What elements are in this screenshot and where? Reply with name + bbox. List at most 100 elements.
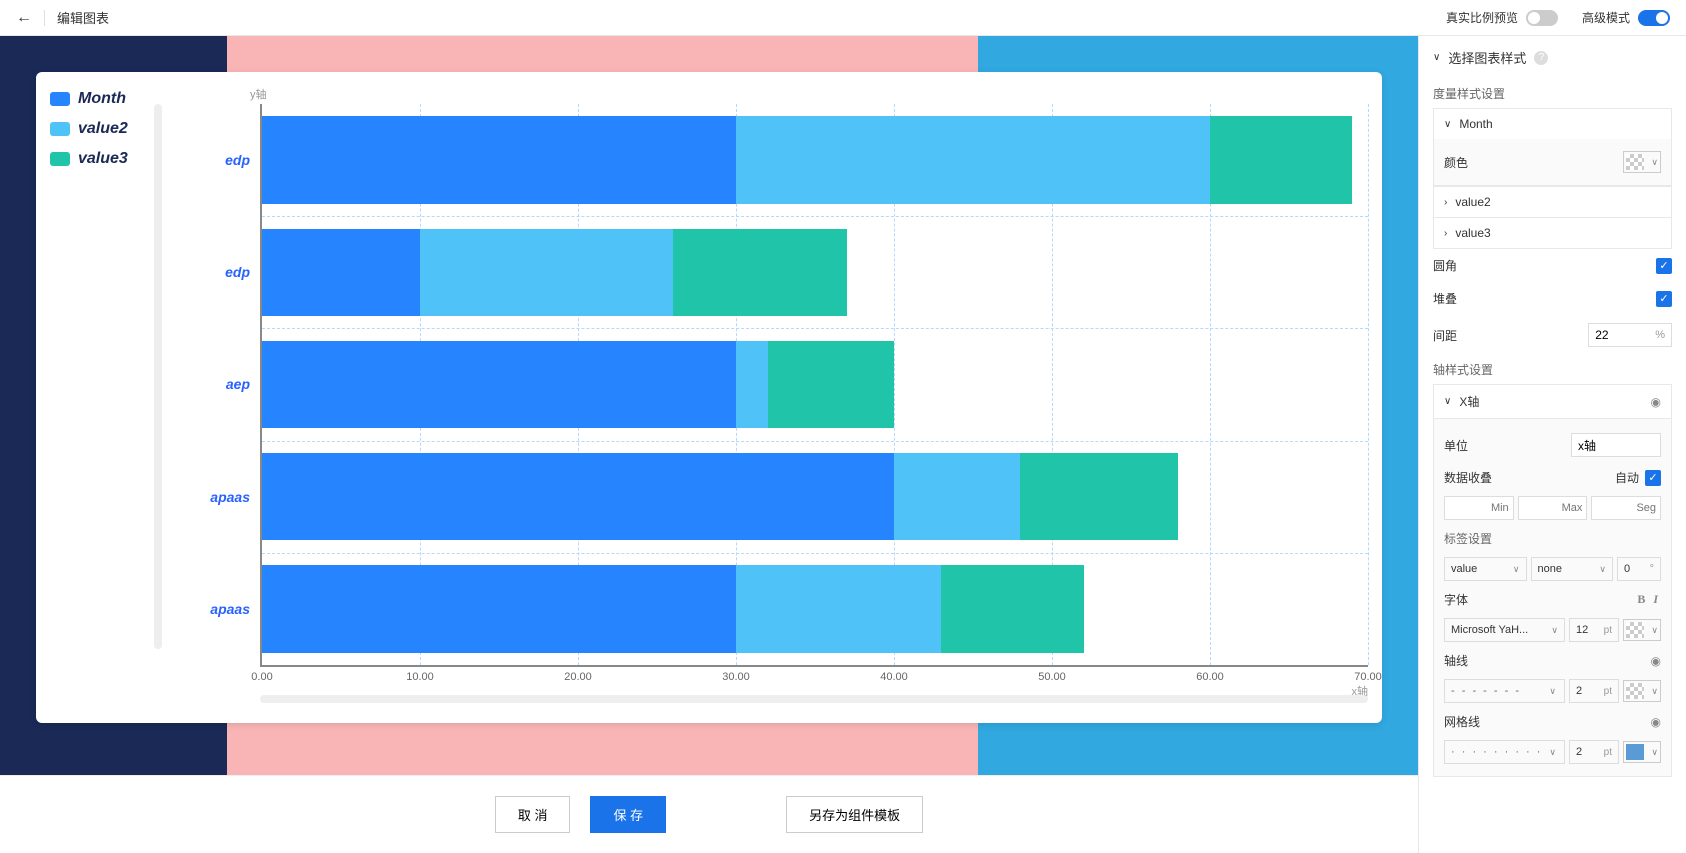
eye-icon[interactable]: ◉ [1651, 654, 1661, 668]
italic-button[interactable]: I [1650, 592, 1661, 607]
bar-segment[interactable] [673, 229, 847, 317]
bar-segment[interactable] [736, 116, 1210, 204]
bar-segment[interactable] [420, 229, 673, 317]
bar-segment[interactable] [736, 341, 768, 429]
grid-line-width-input[interactable]: 2pt [1569, 740, 1619, 764]
font-label: 字体 [1444, 591, 1468, 608]
font-color-picker[interactable]: ∨ [1623, 619, 1661, 641]
save-as-template-button[interactable]: 另存为组件模板 [786, 796, 923, 833]
legend-label: Month [78, 90, 126, 108]
measure-style-label: 度量样式设置 [1419, 79, 1686, 108]
bar-label: edp [225, 152, 250, 168]
save-button[interactable]: 保 存 [590, 796, 666, 833]
gap-input-group: % [1588, 323, 1672, 347]
eye-icon[interactable]: ◉ [1651, 395, 1661, 409]
bar-row: aep [262, 341, 1368, 429]
min-input[interactable] [1444, 496, 1514, 520]
rounded-label: 圆角 [1433, 257, 1457, 274]
gap-row: 间距 % [1419, 315, 1686, 355]
legend-label: value3 [78, 150, 128, 168]
vertical-scrollbar[interactable] [154, 104, 162, 649]
axis-line-selects: - - - - - - -∨ 2pt ∨ [1434, 675, 1671, 707]
main: Month value2 value3 y轴 0.0010.0020.0030.00… [0, 36, 1686, 853]
axis-line-color-picker[interactable]: ∨ [1623, 680, 1661, 702]
tag-select-1[interactable]: value∨ [1444, 557, 1527, 581]
chevron-down-icon: ∨ [1651, 157, 1658, 168]
top-left: ← 编辑图表 [16, 8, 109, 27]
measure-item-month[interactable]: ∨ Month [1433, 108, 1672, 139]
bar-segment[interactable] [736, 565, 941, 653]
bar-segment[interactable] [262, 116, 736, 204]
rounded-checkbox[interactable]: ✓ [1656, 258, 1672, 274]
bar-segment[interactable] [1020, 453, 1178, 541]
chevron-down-icon[interactable]: ∨ [1433, 52, 1440, 63]
tag-angle-input[interactable]: 0° [1617, 557, 1661, 581]
bar-segment[interactable] [1210, 116, 1352, 204]
y-axis-title: y轴 [250, 86, 267, 102]
panel-title: 选择图表样式 [1448, 48, 1526, 67]
stack-checkbox[interactable]: ✓ [1656, 291, 1672, 307]
horizontal-scrollbar[interactable] [260, 695, 1368, 703]
bar-row: edp [262, 229, 1368, 317]
gap-input[interactable] [1589, 324, 1649, 346]
bar-segment[interactable] [262, 229, 420, 317]
font-family-select[interactable]: Microsoft YaH...∨ [1444, 618, 1565, 642]
divider [44, 10, 45, 26]
data-fold-label: 数据收叠 [1444, 469, 1492, 486]
tag-select-2[interactable]: none∨ [1531, 557, 1614, 581]
cancel-button[interactable]: 取 消 [495, 796, 571, 833]
tag-label: 标签设置 [1434, 524, 1671, 553]
chevron-right-icon: › [1444, 197, 1447, 208]
advanced-mode-switch[interactable] [1638, 10, 1670, 26]
x-axis-accordion[interactable]: ∨ X轴 ◉ [1433, 384, 1672, 419]
chevron-right-icon: › [1444, 228, 1447, 239]
x-axis-body: 单位 数据收叠 自动 ✓ 标签设置 value∨ none∨ 0° [1433, 419, 1672, 777]
page-title: 编辑图表 [57, 8, 109, 27]
legend-item[interactable]: value3 [50, 150, 200, 168]
bar-row: apaas [262, 565, 1368, 653]
unit-input[interactable] [1571, 433, 1661, 457]
legend-label: value2 [78, 120, 128, 138]
data-fold-row: 数据收叠 自动 ✓ [1434, 463, 1671, 492]
bar-segment[interactable] [262, 453, 894, 541]
help-icon[interactable]: ? [1534, 51, 1548, 65]
legend-item[interactable]: value2 [50, 120, 200, 138]
axis-line-label: 轴线 [1444, 652, 1468, 669]
eye-icon[interactable]: ◉ [1651, 715, 1661, 729]
axis-style-label: 轴样式设置 [1419, 355, 1686, 384]
color-picker[interactable]: ∨ [1623, 151, 1661, 173]
legend-swatch [50, 92, 70, 106]
grid-line-row: 网格线 ◉ [1434, 707, 1671, 736]
bold-button[interactable]: B [1634, 592, 1648, 607]
font-selects: Microsoft YaH...∨ 12pt ∨ [1434, 614, 1671, 646]
legend-item[interactable]: Month [50, 90, 200, 108]
top-right: 真实比例预览 高级模式 [1446, 9, 1670, 26]
grid-line-style-select[interactable]: · · · · · · · · ·∨ [1444, 740, 1565, 764]
axis-line-style-select[interactable]: - - - - - - -∨ [1444, 679, 1565, 703]
font-size-input[interactable]: 12pt [1569, 618, 1619, 642]
bar-segment[interactable] [768, 341, 894, 429]
font-row: 字体 B I [1434, 585, 1671, 614]
measure-item-value3[interactable]: › value3 [1433, 217, 1672, 249]
measure-item-value2[interactable]: › value2 [1433, 186, 1672, 217]
back-arrow-icon[interactable]: ← [16, 9, 32, 27]
stack-label: 堆叠 [1433, 290, 1457, 307]
real-preview-switch[interactable] [1526, 10, 1558, 26]
bar-segment[interactable] [262, 565, 736, 653]
auto-checkbox[interactable]: ✓ [1645, 470, 1661, 486]
bar-segment[interactable] [262, 341, 736, 429]
top-bar: ← 编辑图表 真实比例预览 高级模式 [0, 0, 1686, 36]
bar-segment[interactable] [941, 565, 1083, 653]
x-tick-label: 0.00 [251, 671, 272, 683]
bar-segment[interactable] [894, 453, 1020, 541]
max-input[interactable] [1518, 496, 1588, 520]
seg-input[interactable] [1591, 496, 1661, 520]
plot-area: 0.0010.0020.0030.0040.0050.0060.0070.00e… [260, 104, 1368, 667]
bar-row: edp [262, 116, 1368, 204]
bar-label: apaas [210, 601, 250, 617]
axis-line-width-input[interactable]: 2pt [1569, 679, 1619, 703]
color-label: 颜色 [1444, 154, 1468, 171]
grid-line-color-picker[interactable]: ∨ [1623, 741, 1661, 763]
range-inputs [1434, 492, 1671, 524]
real-preview-label: 真实比例预览 [1446, 9, 1518, 26]
